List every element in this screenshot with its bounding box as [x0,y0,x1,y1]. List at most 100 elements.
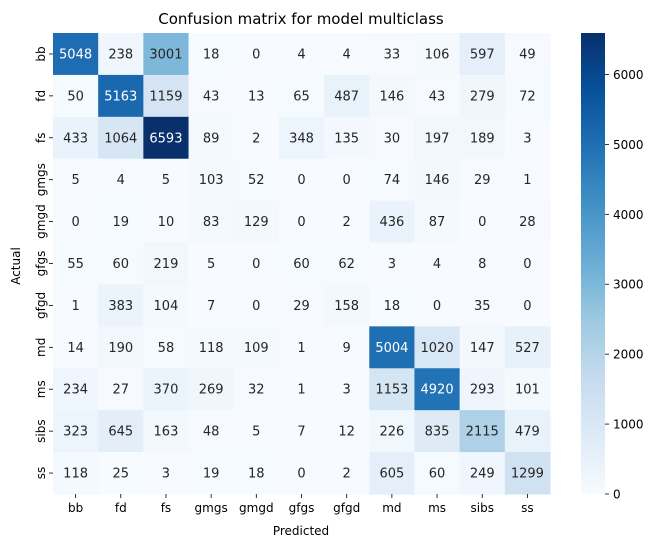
cell-value-label: 1153 [375,383,408,398]
heatmap-cell-sibs-gmgs [188,410,235,453]
heatmap-cell-ms-sibs [459,368,506,411]
heatmap-cell-ms-gmgd [233,368,280,411]
heatmap-cell-fd-fd [98,74,144,118]
heatmap-cell-sibs-bb [53,410,99,453]
cell-value-label: 436 [379,215,404,230]
cell-value-label: 279 [470,89,495,104]
heatmap-cell-sibs-fs [143,410,190,453]
cell-value-label: 30 [384,131,401,146]
heatmap-cell-ss-gmgd [233,452,280,495]
heatmap-cell-bb-gfgd [324,33,370,76]
heatmap-cell-bb-gfgs [278,33,325,76]
y-tick-label: gmgs [34,163,48,196]
heatmap-cell-ss-fs [143,452,190,495]
heatmap-cell-gfgs-sibs [459,242,506,286]
cell-value-label: 18 [248,467,265,482]
colorbar-tick-label: 5000 [613,138,644,152]
heatmap-cell-fd-fs [143,74,190,118]
heatmap-cell-gfgs-gmgs [188,242,235,286]
x-axis-label: Predicted [273,524,329,538]
heatmap-cell-md-gfgs [278,326,325,369]
heatmap-cell-gmgs-gfgs [278,158,325,202]
heatmap-cell-gmgs-md [369,158,416,202]
heatmap-cell-bb-md [369,33,416,76]
cell-value-label: 5 [162,173,170,188]
cell-value-label: 0 [252,257,260,272]
cell-value-label: 189 [470,131,495,146]
heatmap-cell-sibs-fd [98,410,144,453]
cell-value-label: 6593 [149,131,182,146]
cell-value-label: 1064 [104,131,137,146]
cell-value-label: 219 [154,257,179,272]
cell-value-label: 158 [334,299,359,314]
cell-value-label: 8 [478,257,486,272]
cell-value-label: 146 [425,173,450,188]
heatmap-cell-md-sibs [459,326,506,369]
cell-value-label: 0 [297,173,305,188]
cell-value-label: 7 [207,299,215,314]
heatmap-cell-fd-bb [53,74,99,118]
cell-value-label: 118 [199,341,224,356]
cell-value-label: 4 [297,47,305,62]
heatmap-cell-sibs-gfgs [278,410,325,453]
heatmap-cell-sibs-gfgd [324,410,370,453]
heatmap-cell-gfgd-ms [414,284,461,327]
cell-value-label: 72 [519,89,536,104]
cell-value-label: 32 [248,383,265,398]
cell-value-label: 3 [523,131,531,146]
cell-value-label: 4920 [421,383,454,398]
heatmap-cell-ss-gmgs [188,452,235,495]
colorbar-tick-label: 3000 [613,278,644,292]
heatmap-cell-gfgs-bb [53,242,99,286]
cell-value-label: 7 [297,425,305,440]
heatmap-cell-bb-fd [98,33,144,76]
heatmap-cell-fs-bb [53,116,99,160]
cell-value-label: 348 [289,131,314,146]
cell-value-label: 60 [429,467,446,482]
heatmap-cell-gmgd-ms [414,200,461,244]
cell-value-label: 49 [519,47,536,62]
cell-value-label: 12 [338,425,355,440]
x-axis-ticks: bb fd fs gmgs gmgd gfgs gfgd md ms sibs ss [68,494,534,515]
y-tick-label: gfgd [34,292,48,319]
cell-value-label: 74 [384,173,401,188]
y-tick-label: fd [34,90,48,102]
cell-value-label: 87 [429,215,446,230]
cell-value-label: 14 [67,341,84,356]
cell-value-label: 60 [112,257,129,272]
heatmap-cell-gfgs-fs [143,242,190,286]
cell-value-label: 55 [67,257,84,272]
cell-value-label: 383 [108,299,133,314]
heatmap-cell-gfgs-gmgd [233,242,280,286]
cell-value-label: 50 [67,89,84,104]
cell-value-label: 2 [252,131,260,146]
heatmap-cell-gmgd-sibs [459,200,506,244]
colorbar-tick-label: 4000 [613,208,644,222]
cell-value-label: 479 [515,425,540,440]
cell-value-label: 597 [470,47,495,62]
heatmap-cell-fd-md [369,74,416,118]
x-tick-label: gmgs [195,501,228,515]
colorbar-ticks: 0 1000 2000 3000 4000 5000 6000 [605,68,644,502]
cell-value-label: 0 [478,215,486,230]
chart-title: Confusion matrix for model multiclass [158,10,444,28]
cell-value-label: 0 [252,47,260,62]
cell-value-label: 129 [244,215,269,230]
heatmap-cell-gmgd-bb [53,200,99,244]
heatmap-cell-ms-fd [98,368,144,411]
cell-value-label: 370 [154,383,179,398]
cell-value-label: 605 [379,467,404,482]
heatmap-cell-gfgd-gmgd [233,284,280,327]
cell-value-label: 48 [203,425,220,440]
heatmap-cell-fd-ms [414,74,461,118]
colorbar-tick-label: 0 [613,488,621,502]
y-tick-label: gmgd [34,204,48,239]
heatmap-cell-gfgd-sibs [459,284,506,327]
cell-value-label: 2 [343,467,351,482]
cell-value-label: 35 [474,299,491,314]
cell-value-label: 29 [474,173,491,188]
heatmap-cell-ss-gfgs [278,452,325,495]
heatmap-cell-fd-gmgs [188,74,235,118]
cell-value-label: 0 [523,299,531,314]
